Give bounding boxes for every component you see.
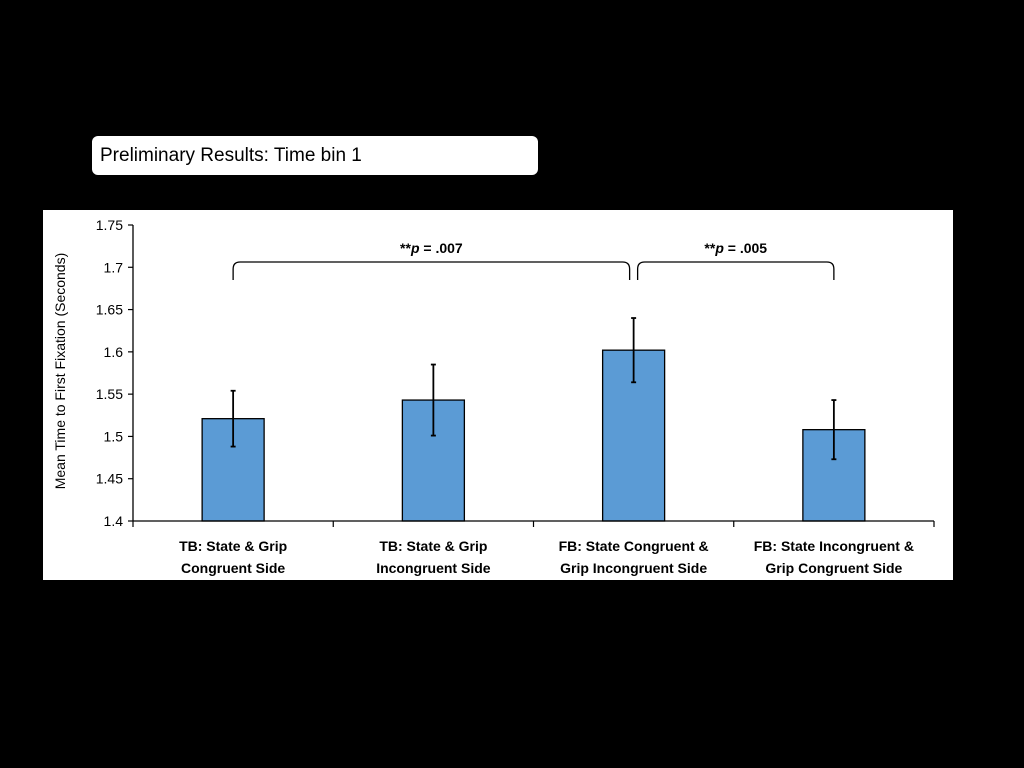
significance-annotations: **p = .007 **p = .005 bbox=[232, 240, 835, 280]
x-tick-label: Incongruent Side bbox=[376, 560, 491, 576]
y-tick-label: 1.4 bbox=[104, 513, 124, 529]
x-tick-label: TB: State & Grip bbox=[179, 538, 287, 554]
y-tick-label: 1.6 bbox=[104, 344, 124, 360]
x-tick-label: Congruent Side bbox=[181, 560, 285, 576]
x-tick-label: TB: State & Grip bbox=[379, 538, 487, 554]
x-axis: TB: State & Grip Congruent Side TB: State … bbox=[132, 520, 935, 576]
significance-bracket bbox=[232, 261, 631, 280]
x-tick-label: FB: State Incongruent & bbox=[754, 538, 914, 554]
y-tick-label: 1.65 bbox=[96, 302, 123, 318]
bars bbox=[201, 349, 866, 522]
significance-label: **p = .005 bbox=[704, 240, 767, 256]
error-bars bbox=[230, 317, 837, 461]
x-tick-label: Grip Incongruent Side bbox=[560, 560, 707, 576]
y-tick-label: 1.45 bbox=[96, 471, 123, 487]
y-tick-label: 1.7 bbox=[104, 259, 124, 275]
y-tick-label: 1.55 bbox=[96, 386, 123, 402]
y-axis: 1.4 1.45 1.5 1.55 1.6 1.65 1.7 1.75 bbox=[96, 217, 134, 529]
y-tick-label: 1.5 bbox=[104, 428, 124, 444]
significance-bracket bbox=[636, 261, 835, 280]
y-tick-label: 1.75 bbox=[96, 217, 123, 233]
chart-panel: Mean Time to First Fixation (Seconds) 1.… bbox=[43, 210, 953, 580]
x-tick-label: Grip Congruent Side bbox=[765, 560, 902, 576]
x-tick-label: FB: State Congruent & bbox=[559, 538, 709, 554]
y-axis-label: Mean Time to First Fixation (Seconds) bbox=[52, 253, 68, 490]
slide-title: Preliminary Results: Time bin 1 bbox=[92, 136, 538, 175]
bar-chart: Mean Time to First Fixation (Seconds) 1.… bbox=[52, 217, 935, 576]
significance-label: **p = .007 bbox=[400, 240, 463, 256]
